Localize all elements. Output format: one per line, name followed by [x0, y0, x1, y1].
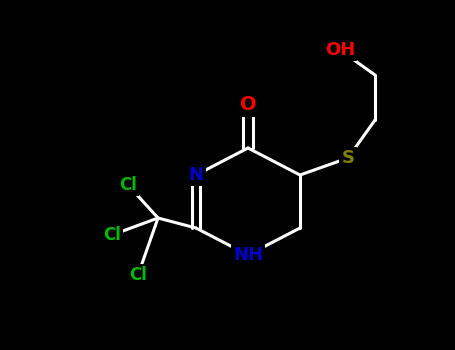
- Text: OH: OH: [325, 41, 355, 59]
- Text: N: N: [188, 166, 203, 184]
- Text: Cl: Cl: [103, 226, 121, 244]
- Text: S: S: [342, 149, 354, 167]
- Text: O: O: [240, 96, 256, 114]
- Text: Cl: Cl: [119, 176, 137, 194]
- Text: NH: NH: [233, 246, 263, 264]
- Text: Cl: Cl: [129, 266, 147, 284]
